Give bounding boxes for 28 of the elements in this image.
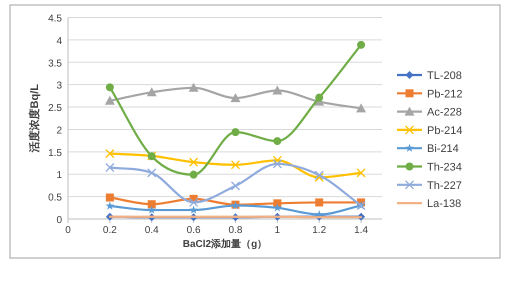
y-axis-title: 活度浓度Bq/L bbox=[28, 84, 41, 154]
legend-label: Pb-212 bbox=[427, 88, 462, 100]
x-tick-label: 1 bbox=[274, 225, 281, 236]
y-tick-label: 2.5 bbox=[48, 103, 62, 114]
x-axis-title: BaCl2添加量（g） bbox=[182, 238, 268, 250]
legend-label: Th-234 bbox=[427, 162, 462, 174]
x-tick-label: 0.6 bbox=[186, 225, 201, 236]
x-tick-label: 1.2 bbox=[312, 225, 327, 236]
y-tick-label: 1 bbox=[56, 170, 62, 182]
y-tick-label: 4 bbox=[56, 36, 62, 47]
legend-label: TL-208 bbox=[427, 70, 462, 82]
y-tick-label: 2 bbox=[56, 125, 62, 136]
y-tick-label: 4.5 bbox=[48, 14, 62, 24]
legend-label: Ac-228 bbox=[427, 106, 462, 119]
legend-label: Th-227 bbox=[427, 180, 462, 192]
x-tick-label: 0.8 bbox=[228, 225, 243, 236]
x-tick-label: 0.2 bbox=[102, 225, 118, 236]
y-tick-label: 0.5 bbox=[48, 192, 62, 204]
y-tick-label: 3 bbox=[56, 80, 62, 92]
y-tick-label: 3.5 bbox=[48, 58, 62, 70]
y-tick-label: 0 bbox=[56, 215, 62, 226]
legend-label: Bi-214 bbox=[427, 143, 459, 156]
x-tick-label: 0.4 bbox=[144, 225, 160, 236]
x-tick-label: 1.4 bbox=[354, 225, 368, 236]
y-tick-label: 1.5 bbox=[48, 148, 62, 159]
x-tick-label: 0 bbox=[65, 225, 72, 236]
legend-label: La-138 bbox=[427, 198, 462, 210]
legend-label: Pb-214 bbox=[427, 124, 462, 137]
